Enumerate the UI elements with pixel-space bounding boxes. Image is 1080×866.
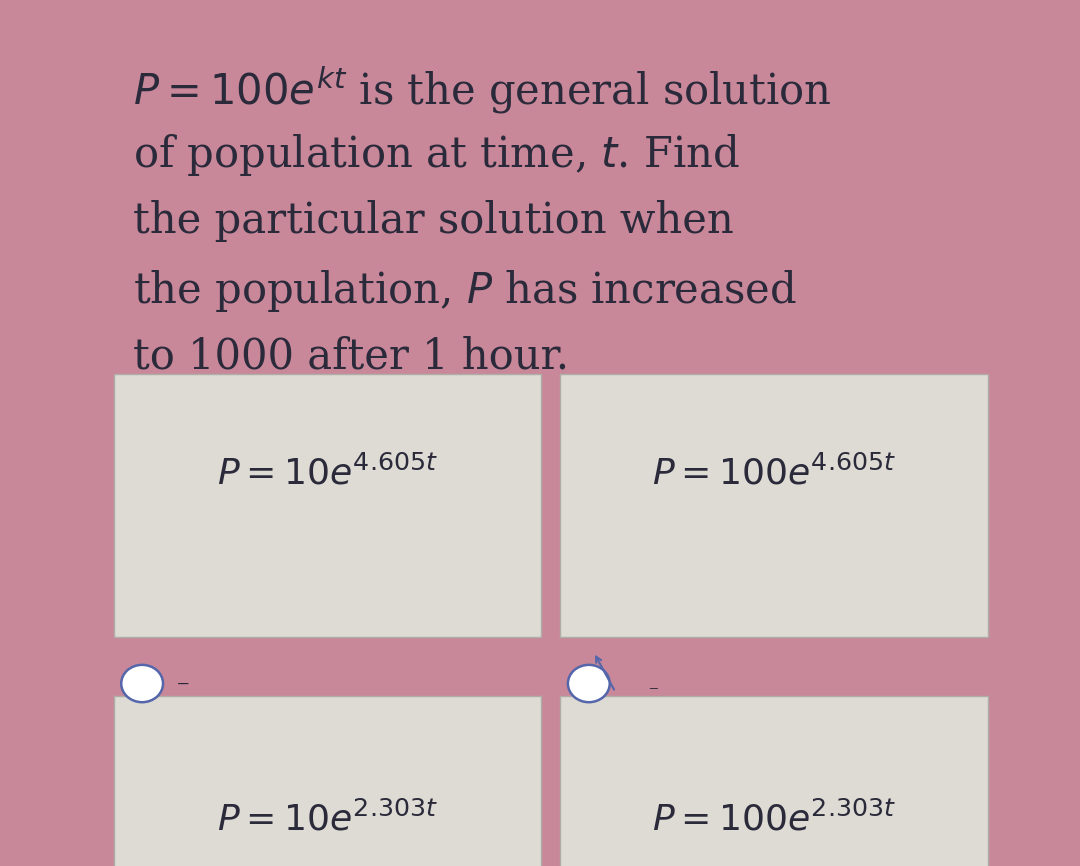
Text: –: –: [648, 679, 658, 697]
Circle shape: [568, 665, 610, 702]
Text: to 1000 after 1 hour.: to 1000 after 1 hour.: [133, 336, 569, 378]
Text: $P=10e^{2.303t}$: $P=10e^{2.303t}$: [217, 801, 438, 837]
Text: the population, $P$ has increased: the population, $P$ has increased: [133, 268, 797, 313]
Text: –: –: [177, 672, 190, 695]
FancyBboxPatch shape: [113, 696, 541, 866]
FancyBboxPatch shape: [561, 374, 988, 637]
Text: $P=10e^{4.605t}$: $P=10e^{4.605t}$: [217, 456, 438, 492]
Text: $P=100e^{4.605t}$: $P=100e^{4.605t}$: [652, 456, 896, 492]
Text: the particular solution when: the particular solution when: [133, 200, 733, 242]
Text: $P=100e^{2.303t}$: $P=100e^{2.303t}$: [652, 801, 896, 837]
FancyBboxPatch shape: [113, 374, 541, 637]
Text: of population at time, $t$. Find: of population at time, $t$. Find: [133, 132, 740, 178]
Circle shape: [121, 665, 163, 702]
FancyBboxPatch shape: [561, 696, 988, 866]
Text: $P=100e^{kt}$ is the general solution: $P=100e^{kt}$ is the general solution: [133, 64, 832, 116]
